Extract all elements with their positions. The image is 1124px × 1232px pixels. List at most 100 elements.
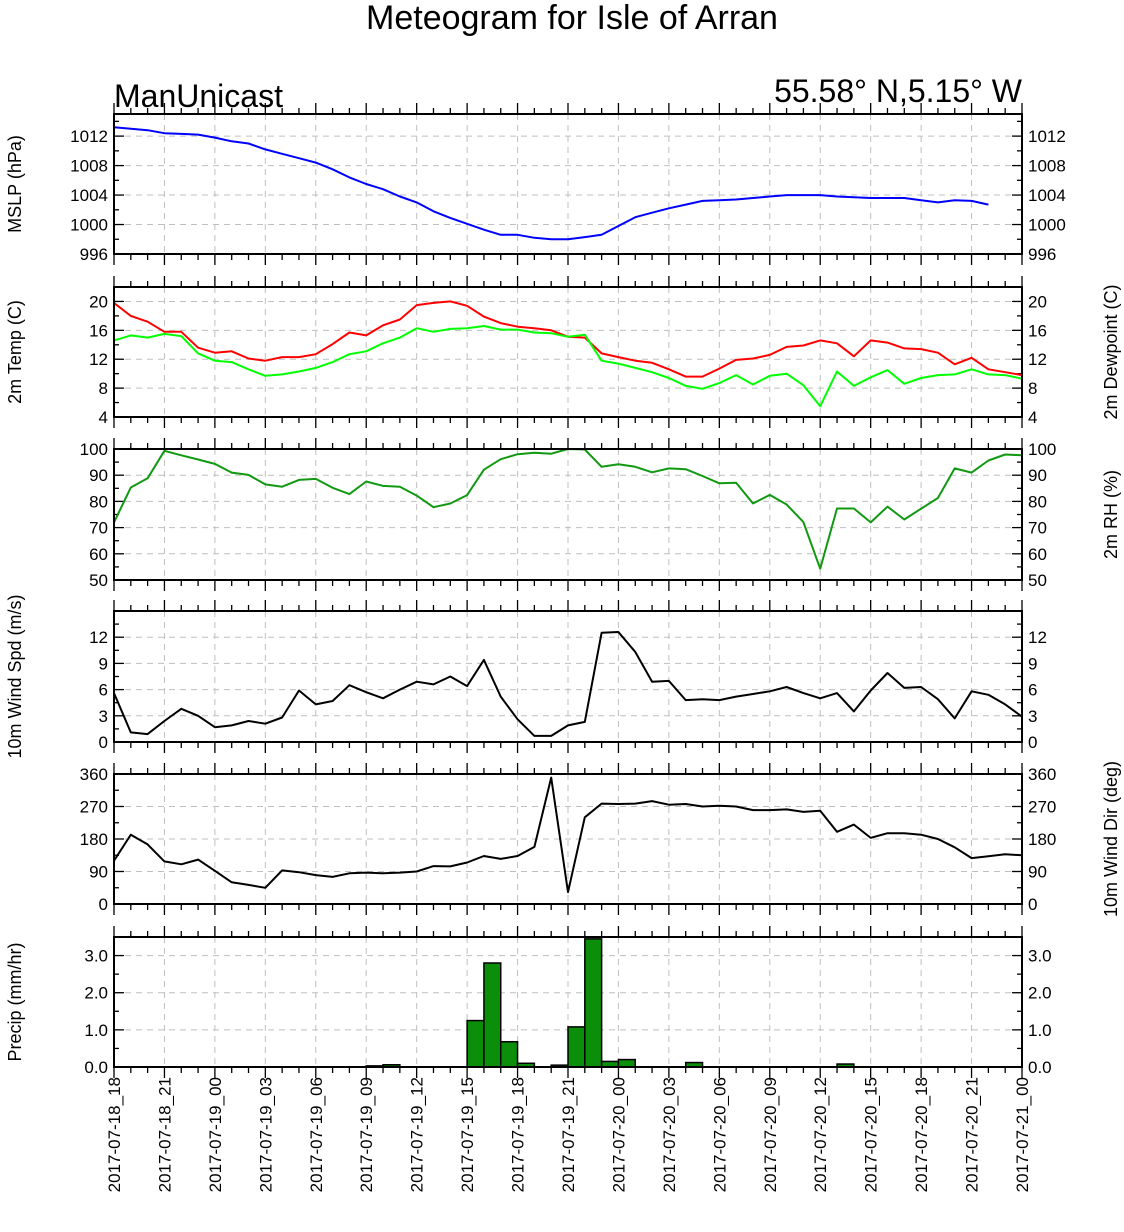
y-tick-label-right: 0 (1028, 733, 1037, 752)
y-axis-title-right: 10m Wind Dir (deg) (1101, 761, 1121, 917)
series-line-0 (113, 776, 1023, 894)
y-tick-label-left: 12 (89, 350, 108, 369)
panel-frame (113, 610, 1023, 743)
time-label: 2017-07-18_18 (105, 1077, 124, 1192)
y-tick-label-right: 80 (1028, 492, 1047, 511)
y-tick-label-left: 100 (80, 440, 108, 459)
y-tick-label-right: 996 (1028, 245, 1056, 264)
y-tick-label-right: 6 (1028, 681, 1037, 700)
panel-frame (113, 286, 1023, 418)
y-tick-label-left: 90 (89, 863, 108, 882)
time-label: 2017-07-20_06 (710, 1077, 729, 1192)
y-tick-label-left: 80 (89, 492, 108, 511)
y-axis-title-left: Precip (mm/hr) (5, 942, 25, 1061)
y-tick-label-left: 4 (99, 408, 108, 427)
y-tick-label-right: 16 (1028, 321, 1047, 340)
y-axis-title-right: 2m Dewpoint (C) (1101, 284, 1121, 419)
y-tick-label-right: 70 (1028, 519, 1047, 538)
y-tick-label-left: 6 (99, 681, 108, 700)
y-tick-label-left: 9 (99, 654, 108, 673)
y-tick-label-right: 90 (1028, 863, 1047, 882)
time-label: 2017-07-19_21 (559, 1077, 578, 1192)
y-tick-label-right: 3.0 (1028, 947, 1052, 966)
time-label: 2017-07-19_09 (357, 1077, 376, 1192)
series-line-0 (113, 126, 989, 241)
y-tick-label-right: 90 (1028, 466, 1047, 485)
y-tick-label-left: 0 (99, 733, 108, 752)
time-label: 2017-07-19_18 (509, 1077, 528, 1192)
y-tick-label-right: 12 (1028, 628, 1047, 647)
series-line-0 (113, 631, 1023, 737)
panel-5: 0.0 0.0 1.0 1.0 2.0 2.0 3.0 3.0 Precip (mm/hr) (5, 926, 1052, 1078)
y-tick-label-left: 1.0 (84, 1021, 108, 1040)
y-tick-label-left: 3 (99, 707, 108, 726)
y-tick-label-left: 12 (89, 628, 108, 647)
y-tick-label-right: 1.0 (1028, 1021, 1052, 1040)
y-tick-label-left: 996 (80, 245, 108, 264)
time-label: 2017-07-20_12 (811, 1077, 830, 1192)
y-tick-label-left: 180 (80, 830, 108, 849)
precip-bar (617, 1058, 637, 1068)
precip-bar (499, 1040, 519, 1068)
y-tick-label-left: 8 (99, 379, 108, 398)
y-tick-label-left: 1012 (70, 127, 108, 146)
series-line-1 (113, 325, 1023, 408)
y-tick-label-right: 20 (1028, 292, 1047, 311)
y-tick-label-left: 90 (89, 466, 108, 485)
time-label: 2017-07-19_03 (256, 1077, 275, 1192)
y-tick-label-left: 60 (89, 545, 108, 564)
time-label: 2017-07-21_00 (1013, 1077, 1032, 1192)
y-tick-label-right: 2.0 (1028, 984, 1052, 1003)
panel-frame (113, 936, 1023, 1068)
y-tick-label-left: 50 (89, 571, 108, 590)
y-axis-title-left: 2m Temp (C) (5, 300, 25, 404)
y-axis-title-left: 10m Wind Spd (m/s) (5, 594, 25, 758)
y-tick-label-right: 60 (1028, 545, 1047, 564)
panel-frame (113, 113, 1023, 255)
y-tick-label-right: 360 (1028, 765, 1056, 784)
y-tick-label-left: 3.0 (84, 947, 108, 966)
y-tick-label-right: 50 (1028, 571, 1047, 590)
time-label: 2017-07-19_12 (408, 1077, 427, 1192)
y-axis-title-right: 2m RH (%) (1101, 470, 1121, 559)
y-tick-label-right: 100 (1028, 440, 1056, 459)
y-tick-label-right: 3 (1028, 707, 1037, 726)
precip-bar (584, 938, 603, 1068)
precip-bar (466, 1019, 485, 1068)
y-tick-label-right: 1000 (1028, 216, 1066, 235)
chart-title: Meteogram for Isle of Arran (366, 0, 778, 37)
panel-frame (113, 773, 1023, 905)
y-tick-label-right: 1012 (1028, 127, 1066, 146)
time-label: 2017-07-19_15 (458, 1077, 477, 1192)
time-label: 2017-07-20_15 (862, 1077, 881, 1192)
precip-bar (483, 962, 502, 1068)
time-label: 2017-07-18_21 (155, 1077, 174, 1192)
y-tick-label-left: 0.0 (84, 1058, 108, 1077)
y-tick-label-right: 1008 (1028, 157, 1066, 176)
y-tick-label-left: 20 (89, 292, 108, 311)
y-tick-label-right: 4 (1028, 408, 1037, 427)
time-label: 2017-07-19_00 (206, 1077, 225, 1192)
y-tick-label-left: 1008 (70, 157, 108, 176)
y-tick-label-left: 70 (89, 519, 108, 538)
panel-frame (113, 448, 1023, 581)
time-label: 2017-07-20_18 (912, 1077, 931, 1192)
panel-0: 996 996 1000 1000 1004 1004 1008 1008 1012 1012 MS… (5, 103, 1066, 265)
time-label: 2017-07-20_09 (761, 1077, 780, 1192)
y-tick-label-left: 2.0 (84, 984, 108, 1003)
y-tick-label-left: 1004 (70, 186, 108, 205)
y-tick-label-left: 270 (80, 798, 108, 817)
y-tick-label-right: 9 (1028, 654, 1037, 673)
panel-2: 50 50 60 60 70 70 80 80 90 90 100 100 2m RH (%) (80, 438, 1121, 591)
y-tick-label-left: 0 (99, 895, 108, 914)
panel-4: 0 0 90 90 180 180 270 270 360 360 10m Wind Dir (de… (80, 761, 1121, 917)
y-axis-title-left: MSLP (hPa) (5, 135, 25, 233)
time-label: 2017-07-20_00 (609, 1077, 628, 1192)
time-label: 2017-07-20_03 (660, 1077, 679, 1192)
time-axis: 2017-07-18_18 2017-07-18_21 2017-07-19_00 2… (105, 1077, 1032, 1192)
y-tick-label-left: 16 (89, 321, 108, 340)
y-tick-label-right: 12 (1028, 350, 1047, 369)
panel-3: 0 0 3 3 6 6 9 9 12 12 10m Wind Spd (m/s) (5, 594, 1047, 758)
